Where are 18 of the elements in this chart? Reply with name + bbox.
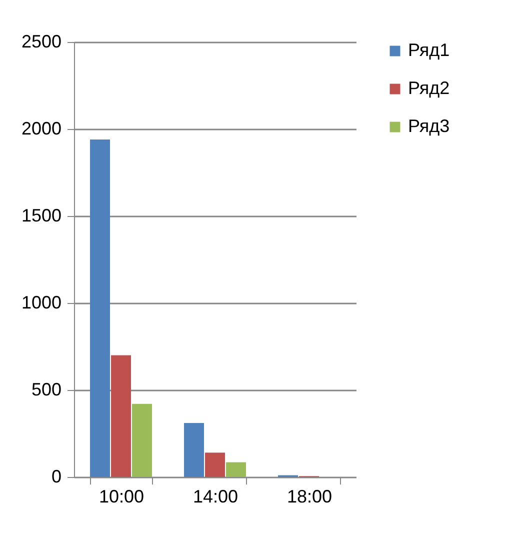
- bar: [205, 452, 225, 477]
- bar: [184, 423, 204, 477]
- x-tick-label: 18:00: [286, 486, 332, 506]
- x-tick-label: 14:00: [192, 486, 238, 506]
- bar: [111, 355, 131, 477]
- y-tick-label: 2000: [21, 118, 62, 138]
- bar: [90, 139, 110, 477]
- legend-label: Ряд3: [408, 116, 450, 136]
- legend-label: Ряд2: [408, 78, 450, 98]
- y-tick-label: 0: [51, 466, 62, 486]
- y-tick-label: 1500: [21, 206, 62, 226]
- bar: [226, 462, 246, 477]
- y-tick-label: 1000: [21, 292, 62, 312]
- y-tick-label: 500: [31, 380, 62, 400]
- y-tick-label: 2500: [21, 32, 62, 52]
- bar: [132, 404, 152, 477]
- legend-label: Ряд1: [408, 40, 450, 60]
- x-tick-label: 10:00: [98, 486, 144, 506]
